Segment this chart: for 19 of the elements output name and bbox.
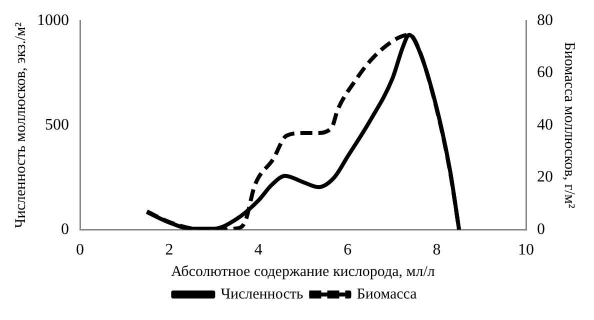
- x-tick-label: 0: [76, 242, 84, 259]
- y2-tick-label: 80: [537, 12, 553, 29]
- y2-tick-label: 20: [537, 168, 553, 186]
- y-axis-title: Численность моллюсков, экз./м²: [12, 22, 29, 228]
- x-tick-label: 4: [254, 242, 262, 259]
- y-tick-label: 1000: [37, 12, 69, 29]
- x-tick-label: 6: [344, 242, 352, 259]
- y2-tick-label: 40: [537, 116, 553, 134]
- y-tick-label: 0: [61, 221, 69, 238]
- x-tick-label: 8: [432, 242, 441, 259]
- y-tick-label: 500: [45, 116, 69, 134]
- legend-label: Биомасса: [356, 286, 418, 302]
- legend-label: Численность: [220, 286, 304, 302]
- y2-tick-label: 60: [537, 64, 553, 82]
- x-axis-title: Абсолютное содержание кислорода, мл/л: [171, 264, 436, 280]
- x-tick-label: 2: [165, 242, 174, 259]
- y2-axis-title: Биомасса моллюсков, г/м²: [561, 42, 578, 209]
- y2-tick-label: 0: [537, 221, 545, 238]
- x-tick-label: 10: [518, 242, 534, 259]
